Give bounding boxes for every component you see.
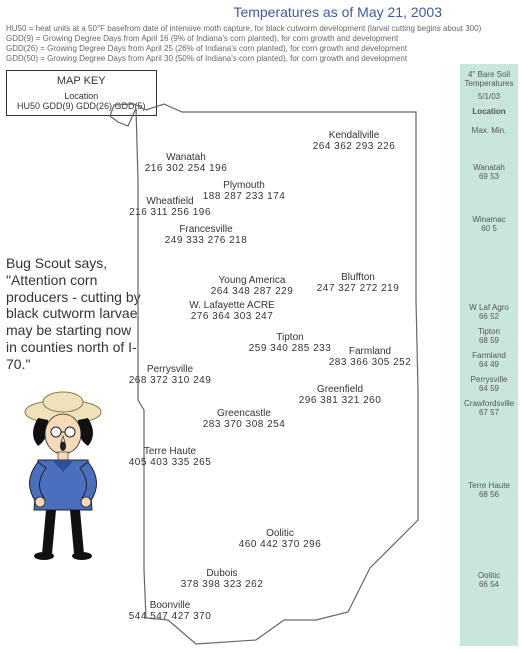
note-line: GDD(9) = Growing Degree Days from April … [6, 34, 481, 44]
city-values: 188 287 233 174 [203, 191, 286, 202]
city-values: 247 327 272 219 [317, 283, 400, 294]
note-line: GDD(50) = Growing Degree Days from April… [6, 54, 481, 64]
soil-temp-values: 64 59 [464, 384, 514, 393]
soil-temp-values: 64 49 [464, 360, 514, 369]
city-name: W. Lafayette ACRE [189, 300, 275, 311]
city-name: Tipton [249, 332, 332, 343]
soil-temp-name: Terre Haute [464, 481, 514, 490]
soil-temp-name: W Laf Agro [464, 303, 514, 312]
soil-temp-values: 66 52 [464, 312, 514, 321]
city-name: Farmland [329, 346, 412, 357]
soil-temp-name: Crawfordsville [464, 399, 514, 408]
soil-temp-sidebar: 4" Bare Soil Temperatures 5/1/03 Locatio… [460, 64, 518, 646]
soil-temp-name: Wanatah [464, 163, 514, 172]
soil-temp-row: Wanatah69 53 [464, 163, 514, 181]
city-values: 283 370 308 254 [203, 419, 286, 430]
soil-temp-name: Farmland [464, 351, 514, 360]
city-values: 249 333 276 218 [165, 235, 248, 246]
soil-temp-values: 67 57 [464, 408, 514, 417]
soil-temp-name: Tipton [464, 327, 514, 336]
city-values: 268 372 310 249 [129, 375, 212, 386]
city-label: Bluffton247 327 272 219 [317, 272, 400, 294]
city-label: Oolitic460 442 370 296 [239, 528, 322, 550]
city-label: Young America264 348 287 229 [211, 275, 294, 297]
soil-temp-values: 69 53 [464, 172, 514, 181]
city-name: Terre Haute [129, 446, 212, 457]
gdd-notes: HU50 = heat units at a 50°F basefrom dat… [6, 24, 481, 64]
city-values: 259 340 285 233 [249, 343, 332, 354]
soil-temp-name: Perrysville [464, 375, 514, 384]
note-line: GDD(26) = Growing Degree Days from April… [6, 44, 481, 54]
city-label: W. Lafayette ACRE276 364 303 247 [189, 300, 275, 322]
city-name: Dubois [181, 568, 264, 579]
city-values: 216 302 254 196 [145, 163, 228, 174]
city-values: 544 547 427 370 [129, 611, 212, 622]
city-values: 405 403 335 265 [129, 457, 212, 468]
city-label: Boonville544 547 427 370 [129, 600, 212, 622]
city-name: Francesville [165, 224, 248, 235]
soil-temp-name: Oolitic [464, 571, 514, 580]
sidebar-loc-header: Location [464, 107, 514, 116]
note-line: HU50 = heat units at a 50°F basefrom dat… [6, 24, 481, 34]
soil-temp-row: Terre Haute68 56 [464, 481, 514, 499]
city-label: Kendallville264 362 293 226 [313, 130, 396, 152]
city-name: Perrysville [129, 364, 212, 375]
soil-temp-row: Perrysville64 59 [464, 375, 514, 393]
page-title: Temperatures as of May 21, 2003 [233, 4, 442, 20]
city-values: 296 381 321 260 [299, 395, 382, 406]
map-key-header: MAP KEY [17, 75, 146, 87]
city-label: Plymouth188 287 233 174 [203, 180, 286, 202]
soil-temp-values: 66 54 [464, 580, 514, 589]
city-label: Tipton259 340 285 233 [249, 332, 332, 354]
city-label: Francesville249 333 276 218 [165, 224, 248, 246]
city-values: 283 366 305 252 [329, 357, 412, 368]
city-name: Greencastle [203, 408, 286, 419]
sidebar-date: 5/1/03 [464, 92, 514, 101]
city-label: Terre Haute405 403 335 265 [129, 446, 212, 468]
city-values: 276 364 303 247 [189, 311, 275, 322]
soil-temp-row: W Laf Agro66 52 [464, 303, 514, 321]
city-label: Wheatfield216 311 256 196 [129, 196, 211, 218]
city-label: Greencastle283 370 308 254 [203, 408, 286, 430]
city-values: 216 311 256 196 [129, 207, 211, 218]
soil-temp-row: Farmland64 49 [464, 351, 514, 369]
city-label: Dubois378 398 323 262 [181, 568, 264, 590]
city-label: Wanatah216 302 254 196 [145, 152, 228, 174]
sidebar-minmax: Max. Min. [464, 126, 514, 135]
city-name: Wheatfield [129, 196, 211, 207]
city-name: Boonville [129, 600, 212, 611]
soil-temp-name: Winamac [464, 215, 514, 224]
city-name: Oolitic [239, 528, 322, 539]
city-name: Greenfield [299, 384, 382, 395]
soil-temp-row: Crawfordsville67 57 [464, 399, 514, 417]
city-values: 264 348 287 229 [211, 286, 294, 297]
city-name: Kendallville [313, 130, 396, 141]
soil-temp-row: Oolitic66 54 [464, 571, 514, 589]
soil-temp-row: Tipton68 59 [464, 327, 514, 345]
soil-temp-values: 68 56 [464, 490, 514, 499]
bug-scout-illustration [8, 390, 118, 562]
city-name: Plymouth [203, 180, 286, 191]
city-name: Wanatah [145, 152, 228, 163]
city-label: Farmland283 366 305 252 [329, 346, 412, 368]
city-label: Greenfield296 381 321 260 [299, 384, 382, 406]
sidebar-header: 4" Bare Soil Temperatures [464, 70, 514, 88]
city-name: Young America [211, 275, 294, 286]
city-values: 264 362 293 226 [313, 141, 396, 152]
soil-temp-row: Winamac60 5 [464, 215, 514, 233]
city-values: 460 442 370 296 [239, 539, 322, 550]
city-name: Bluffton [317, 272, 400, 283]
soil-temp-values: 60 5 [464, 224, 514, 233]
city-label: Perrysville268 372 310 249 [129, 364, 212, 386]
soil-temp-values: 68 59 [464, 336, 514, 345]
city-values: 378 398 323 262 [181, 579, 264, 590]
